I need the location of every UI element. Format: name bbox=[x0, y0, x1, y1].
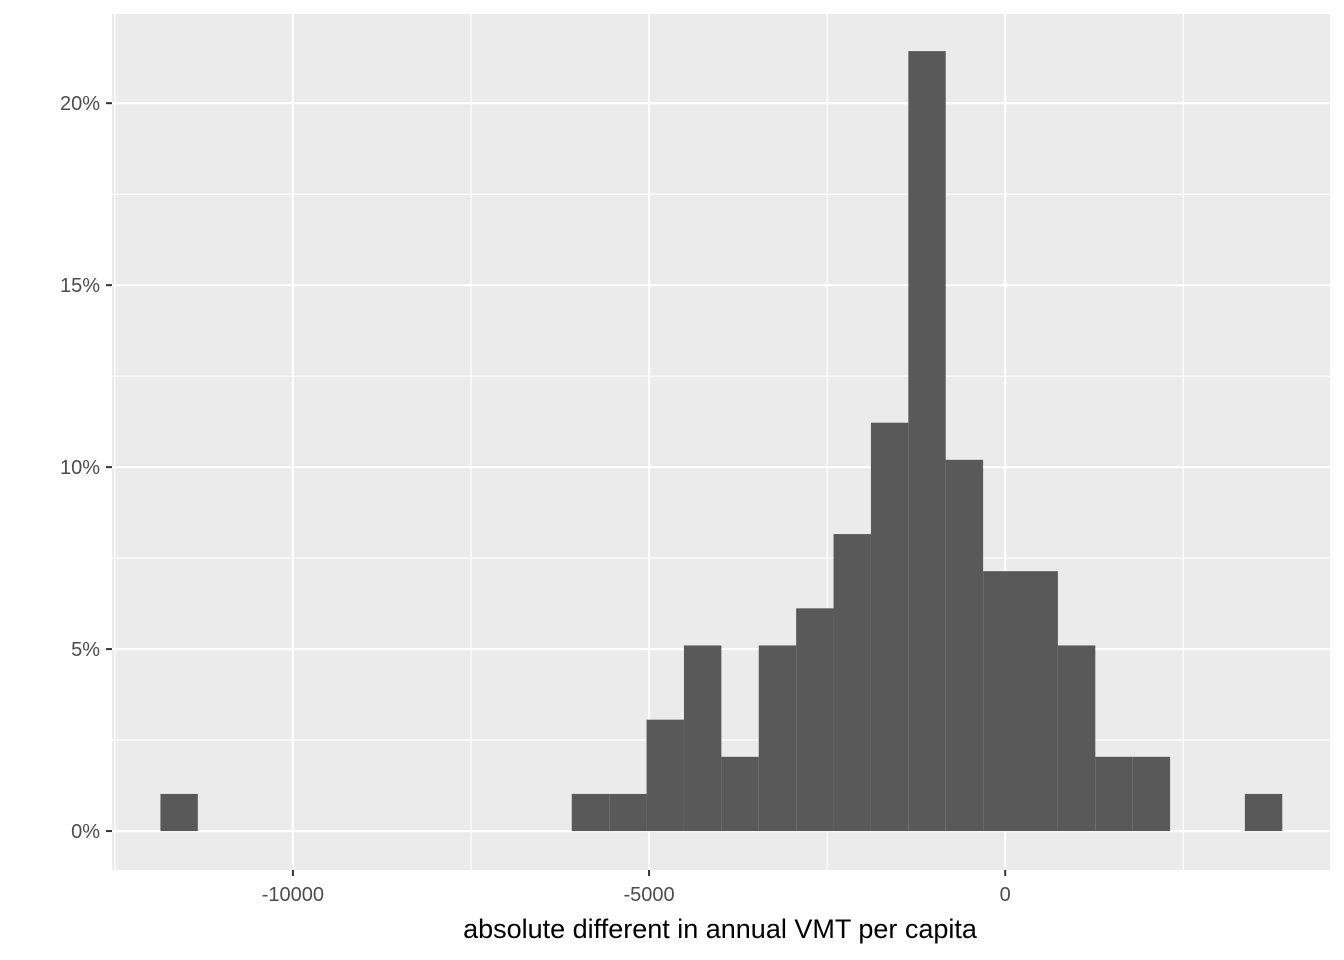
histogram-bar bbox=[646, 719, 684, 832]
y-tick-label: 20% bbox=[60, 93, 100, 115]
y-tick-label: 10% bbox=[60, 457, 100, 479]
histogram-bar bbox=[983, 571, 1021, 832]
histogram-bar bbox=[833, 534, 871, 832]
y-tick-label: 5% bbox=[71, 639, 100, 661]
x-tick-label: -5000 bbox=[623, 884, 674, 906]
x-tick-label: 0 bbox=[1000, 884, 1011, 906]
histogram-bar bbox=[683, 645, 722, 832]
histogram-bar bbox=[160, 793, 198, 832]
histogram-bar bbox=[571, 793, 610, 832]
y-axis: 0% 5% 10% 15% 20% bbox=[60, 93, 112, 843]
histogram-bar bbox=[796, 608, 834, 832]
minor-gridlines bbox=[112, 14, 1330, 870]
histogram-bar bbox=[1095, 756, 1133, 832]
histogram-bars bbox=[160, 51, 1283, 832]
histogram-bar bbox=[1132, 756, 1171, 832]
histogram-bar bbox=[1244, 793, 1283, 832]
histogram-bar bbox=[758, 645, 797, 832]
histogram-bar bbox=[870, 422, 909, 832]
histogram-bar bbox=[721, 756, 759, 832]
histogram-bar bbox=[1020, 571, 1058, 832]
histogram-bar bbox=[609, 793, 647, 832]
y-tick-label: 15% bbox=[60, 275, 100, 297]
histogram-bar bbox=[945, 459, 984, 832]
x-axis: -10000 -5000 0 bbox=[262, 870, 1011, 906]
x-axis-title: absolute different in annual VMT per cap… bbox=[463, 914, 978, 944]
histogram-bar bbox=[908, 51, 946, 832]
histogram-bar bbox=[1057, 645, 1096, 832]
y-tick-label: 0% bbox=[71, 821, 100, 843]
x-tick-label: -10000 bbox=[262, 884, 324, 906]
